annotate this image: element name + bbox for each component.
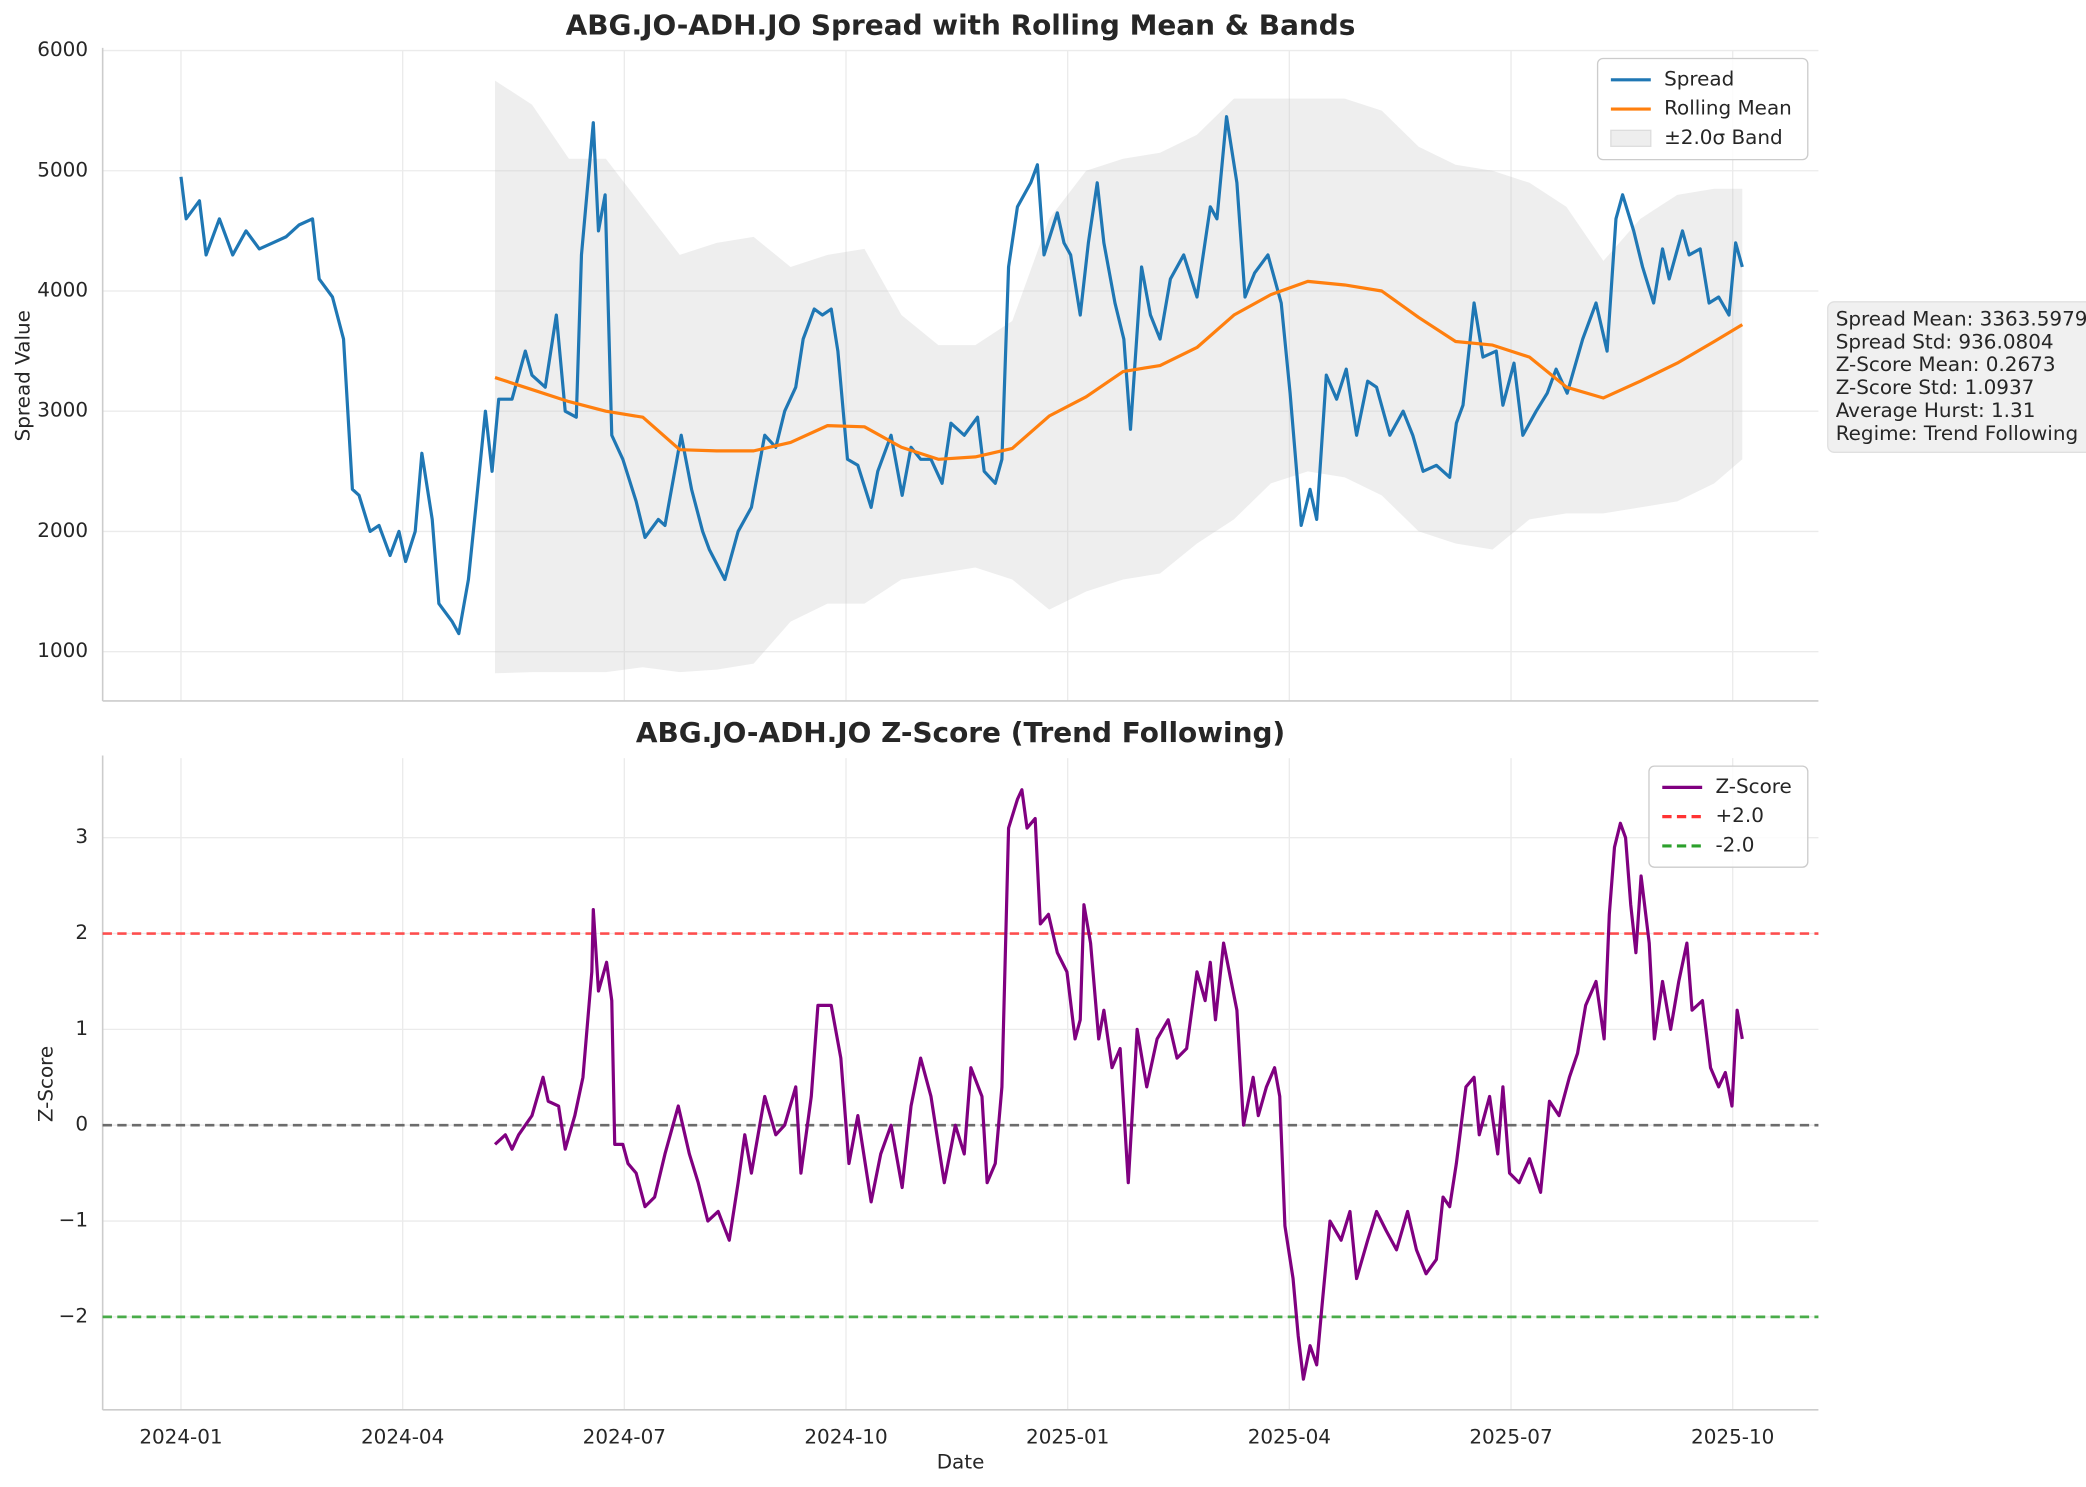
x-tick-label: 2024-07 [583,1424,666,1448]
band-area [495,80,1743,674]
y-tick-label: 4000 [37,277,88,301]
y-tick-label: 6000 [37,37,88,61]
legend: Z-Score +2.0 -2.0 [1648,765,1809,868]
x-tick-label: 2025-01 [1026,1424,1109,1448]
stats-line: Regime: Trend Following [1836,421,2078,445]
legend-label: -2.0 [1715,832,1754,856]
y-tick-label: 3000 [37,398,88,422]
stats-line: Z-Score Std: 1.0937 [1836,375,2035,399]
stats-line: Z-Score Mean: 0.2673 [1836,352,2056,376]
chart-title: ABG.JO-ADH.JO Spread with Rolling Mean &… [566,9,1356,42]
y-axis-label: Spread Value [11,310,35,441]
legend-swatch [1610,129,1652,147]
legend-label: Z-Score [1715,774,1791,798]
series-line [179,115,1744,636]
stats-line: Average Hurst: 1.31 [1836,398,2036,422]
y-tick-label: 5000 [37,157,88,181]
x-tick-label: 2024-01 [139,1424,222,1448]
x-tick-label: 2024-04 [361,1424,444,1448]
legend-label: +2.0 [1715,803,1763,827]
legend-box [1648,765,1809,868]
x-tick-label: 2025-10 [1691,1424,1774,1448]
series-line [494,279,1744,461]
y-tick-label: 3 [75,824,88,848]
series-line [493,788,1744,1381]
y-tick-label: 2 [75,920,88,944]
y-tick-label: −1 [59,1208,88,1232]
chart-title: ABG.JO-ADH.JO Z-Score (Trend Following) [636,716,1285,749]
legend-label: ±2.0σ Band [1664,125,1783,149]
x-tick-label: 2024-10 [804,1424,887,1448]
y-tick-label: 2000 [37,518,88,542]
legend-label: Rolling Mean [1664,96,1792,120]
x-tick-label: 2025-04 [1248,1424,1331,1448]
legend-label: Spread [1664,66,1734,90]
x-tick-label: 2025-07 [1469,1424,1552,1448]
x-axis-label: Date [937,1450,985,1474]
y-axis-label: Z-Score [33,1046,57,1122]
y-tick-label: 1000 [37,638,88,662]
stats-box-bg [1827,301,2086,454]
y-tick-label: 0 [75,1112,88,1136]
y-tick-label: −2 [59,1303,88,1327]
legend: Spread Rolling Mean ±2.0σ Band [1596,57,1809,161]
stats-line: Spread Std: 936.0804 [1836,329,2054,353]
stats-line: Spread Mean: 3363.5979 [1836,306,2086,330]
y-tick-label: 1 [75,1016,88,1040]
